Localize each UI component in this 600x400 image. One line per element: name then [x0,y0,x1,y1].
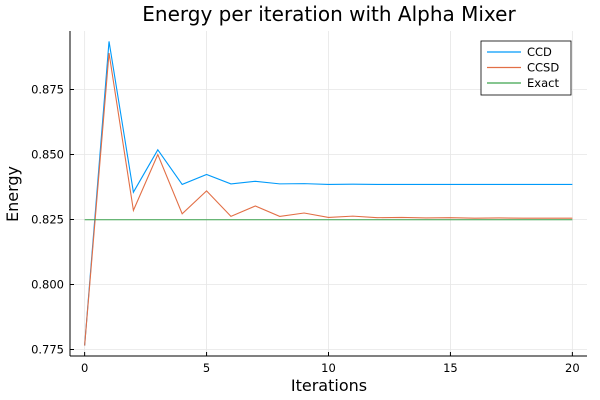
x-axis-label: Iterations [291,376,367,395]
series-lines [84,41,573,346]
x-tick-label: 10 [321,361,336,375]
y-tick-label: 0.875 [31,83,64,97]
x-tick-label: 15 [443,361,458,375]
y-tick-label: 0.825 [31,213,64,227]
legend-label-ccsd: CCSD [527,61,559,75]
y-axis-label: Energy [3,166,22,222]
y-tick-label: 0.800 [31,278,64,292]
legend-label-exact: Exact [527,76,559,90]
tick-labels: 0 5 10 15 20 0.775 0.800 0.825 0.850 0.875 [31,83,580,376]
y-tick-label: 0.850 [31,148,64,162]
axes [69,31,587,357]
series-line-ccd [84,41,573,346]
x-tick-label: 5 [203,361,210,375]
chart-title: Energy per iteration with Alpha Mixer [142,2,516,26]
x-tick-label: 0 [81,361,88,375]
y-tick-label: 0.775 [31,343,64,357]
legend-box [480,40,572,96]
series-line-ccsd [84,53,573,346]
x-tick-label: 20 [565,361,580,375]
legend-label-ccd: CCD [527,45,552,59]
